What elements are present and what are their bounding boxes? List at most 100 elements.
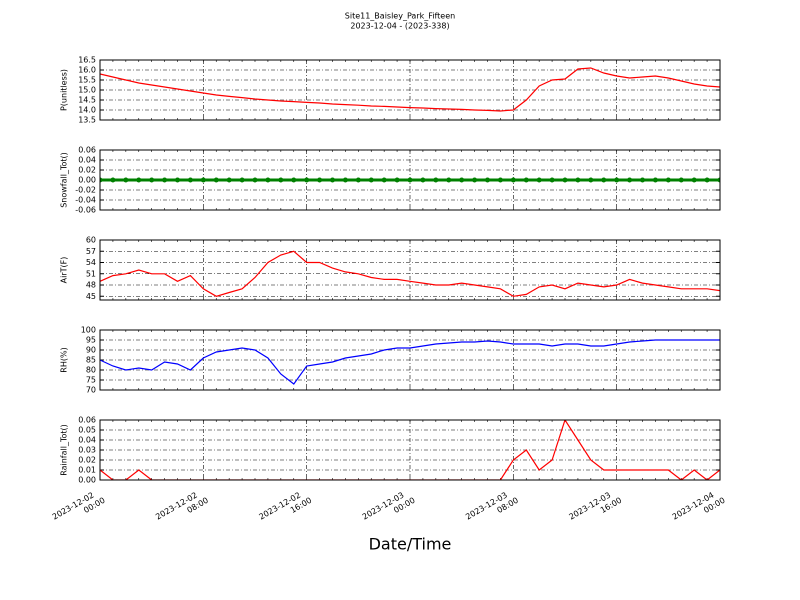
data-point xyxy=(213,177,219,183)
data-point xyxy=(304,177,310,183)
data-point xyxy=(485,177,490,183)
data-point xyxy=(368,177,374,183)
data-point xyxy=(239,177,245,183)
y-tick-label: 75 xyxy=(86,376,96,385)
axes-frame xyxy=(99,419,721,481)
data-point xyxy=(446,177,452,183)
data-point xyxy=(355,177,361,183)
y-tick-label: -0.04 xyxy=(75,196,96,205)
data-point xyxy=(149,177,155,183)
plot-area xyxy=(100,177,720,183)
data-point xyxy=(640,177,645,183)
data-point xyxy=(252,177,258,183)
data-point xyxy=(472,177,478,183)
y-tick-label: 15.5 xyxy=(78,76,96,85)
y-tick-label: 0.06 xyxy=(78,416,96,425)
plot-area xyxy=(100,420,720,480)
y-tick-label: 0.00 xyxy=(78,476,96,485)
y-tick-label: 0.01 xyxy=(78,466,96,475)
data-point xyxy=(652,177,658,183)
data-point xyxy=(420,177,426,183)
data-point xyxy=(110,177,116,183)
data-point xyxy=(678,177,684,183)
y-tick-label: 48 xyxy=(86,281,96,290)
data-point xyxy=(614,177,620,183)
axes-frame xyxy=(99,329,721,391)
data-point xyxy=(200,177,206,183)
y-tick-label: 100 xyxy=(81,326,96,335)
data-point xyxy=(100,177,103,183)
data-line xyxy=(100,250,720,297)
data-point xyxy=(704,177,710,183)
y-axis-label: Snowfall_Tot() xyxy=(60,152,69,208)
axes-frame xyxy=(99,239,721,301)
data-point xyxy=(549,177,555,183)
y-tick-label: -0.06 xyxy=(75,206,96,215)
data-point xyxy=(342,177,348,183)
x-tick-label: 2023-12-0308:00 xyxy=(464,487,520,530)
y-tick-label: 90 xyxy=(86,346,96,355)
x-tick-label: 2023-12-0216:00 xyxy=(257,487,313,530)
chart-title: Site11_Baisley_Park_Fifteen xyxy=(345,12,455,21)
data-point xyxy=(562,177,568,183)
data-point xyxy=(407,177,413,183)
data-point xyxy=(136,177,142,183)
x-axis-label: Date/Time xyxy=(369,535,452,554)
x-tick-label: 2023-12-0300:00 xyxy=(361,487,417,530)
plot-area xyxy=(100,250,720,297)
chart-subtitle: 2023-12-04 - (2023-338) xyxy=(350,22,449,31)
y-tick-label: 16.0 xyxy=(78,66,96,75)
y-tick-label: 95 xyxy=(86,336,96,345)
data-point xyxy=(510,177,516,183)
data-point xyxy=(459,177,465,183)
y-axis-label: P(unitless) xyxy=(60,69,69,111)
y-tick-label: 54 xyxy=(86,258,96,267)
data-point xyxy=(317,177,323,183)
data-point xyxy=(265,177,271,183)
y-tick-label: 51 xyxy=(86,269,96,278)
y-tick-label: -0.02 xyxy=(75,186,96,195)
x-tick-label: 2023-12-0208:00 xyxy=(154,487,210,530)
y-tick-label: 15.0 xyxy=(78,86,96,95)
data-point xyxy=(381,177,387,183)
data-point xyxy=(575,177,581,183)
data-point xyxy=(226,177,232,183)
y-tick-label: 0.04 xyxy=(78,156,96,165)
data-point xyxy=(717,177,720,183)
data-point xyxy=(588,177,594,183)
y-axis-label: RH(%) xyxy=(60,347,69,372)
y-tick-label: 45 xyxy=(86,292,96,301)
y-tick-label: 0.00 xyxy=(78,176,96,185)
data-point xyxy=(523,177,529,183)
x-tick-label: 2023-12-0316:00 xyxy=(567,487,623,530)
axes-frame xyxy=(99,149,721,211)
data-point xyxy=(627,177,633,183)
y-tick-label: 80 xyxy=(86,366,96,375)
y-tick-label: 60 xyxy=(86,236,96,245)
data-point xyxy=(601,177,607,183)
axes-frame xyxy=(99,59,721,121)
data-line xyxy=(100,67,720,112)
data-point xyxy=(162,177,168,183)
plot-area xyxy=(100,339,720,385)
y-tick-label: 0.05 xyxy=(78,426,96,435)
data-point xyxy=(175,177,180,183)
data-point xyxy=(691,177,697,183)
y-axis-label: Rainfall_Tot() xyxy=(60,424,69,476)
data-point xyxy=(187,177,193,183)
data-point xyxy=(123,177,129,183)
y-tick-label: 0.06 xyxy=(78,146,96,155)
x-tick-label: 2023-12-0400:00 xyxy=(671,487,727,530)
x-tick-label: 2023-12-0200:00 xyxy=(51,487,107,530)
y-tick-label: 57 xyxy=(86,247,96,256)
y-tick-label: 0.04 xyxy=(78,436,96,445)
y-tick-label: 16.5 xyxy=(78,56,96,65)
y-axis-label: AirT(F) xyxy=(60,257,69,284)
y-tick-label: 0.02 xyxy=(78,166,96,175)
plot-area xyxy=(100,67,720,112)
data-point xyxy=(536,177,542,183)
y-tick-label: 85 xyxy=(86,356,96,365)
y-tick-label: 14.5 xyxy=(78,96,96,105)
data-line xyxy=(100,420,720,480)
